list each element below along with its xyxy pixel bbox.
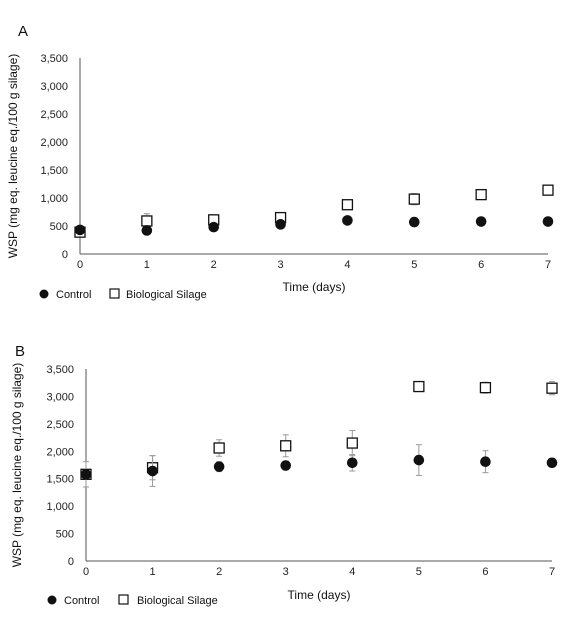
panel-a-control-point [74,224,86,236]
panel-b-x-tick-label: 1 [150,566,156,578]
panel-b-biological-silage-point [546,382,558,394]
panel-a-x-tick-label: 0 [77,259,83,271]
panel-b-biological-silage-point [280,440,292,452]
panel-a-y-tick-label: 3,000 [40,81,68,93]
panel-b-x-tick-label: 2 [216,566,222,578]
panel-b-x-tick-label: 5 [416,566,422,578]
panel-a-control-point [208,221,220,233]
panel-a-legend-control-marker [39,289,49,299]
panel-b-control-point [346,457,358,469]
panel-b-control-point [213,461,225,472]
panel-a-x-tick-label: 5 [411,259,417,271]
panel-a-y-tick-label: 3,500 [40,53,68,65]
panel-b-control-point [147,465,158,477]
panel-a-y-tick-label: 2,500 [40,109,68,121]
panel-a-control-point [408,216,420,228]
panel-a-x-tick-label: 7 [545,259,551,271]
panel-b-biological-silage-point [413,380,425,393]
panel-b-control-point [280,460,292,471]
panel-a-x-tick-label: 3 [278,259,284,271]
panel-a: A 0 500 1,000 1,500 2,000 2,500 3,000 3,500 0 1 2 3 4… [6,23,554,301]
panel-b-y-tick-label: 2,000 [46,446,74,458]
panel-b-y-tick-label: 2,500 [46,419,74,431]
panel-b-legend-control-marker [47,595,57,605]
panel-a-x-axis-title: Time (days) [283,280,346,294]
panel-a-y-tick-label: 500 [50,221,68,233]
panel-b-control-point [546,457,558,469]
panel-a-biological-silage-point [141,215,153,227]
panel-a-control-point [342,215,353,226]
panel-b-biological-silage-point [213,442,225,454]
panel-a-biological-silage-point [408,193,420,205]
panel-b-control-point [413,454,425,466]
panel-a-x-tick-label: 1 [144,259,150,271]
panel-a-x-tick-label: 4 [344,259,350,271]
panel-a-biological-silage-point [542,184,554,196]
panel-b-x-tick-label: 0 [83,566,89,578]
panel-b-x-tick-label: 3 [283,566,289,578]
panel-a-legend-biological-silage-label: Biological Silage [126,289,207,301]
panel-b: B 0 500 1,000 1,500 2,000 2,500 3,000 3,500 0 1 2 3 4… [10,343,558,607]
panel-b-y-axis-title: WSP (mg eq. leucine eq./100 g silage) [10,363,24,568]
panel-a-biological-silage-point [341,199,354,211]
panel-a-y-tick-label: 1,000 [40,193,68,205]
panel-a-y-tick-label: 2,000 [40,137,68,149]
panel-b-control-point [80,469,92,480]
panel-b-y-tick-label: 1,000 [46,501,74,513]
panel-a-legend-control-label: Control [56,289,91,301]
panel-b-label: B [15,343,25,360]
panel-b-x-tick-label: 6 [482,566,488,578]
panel-b-y-tick-label: 0 [68,556,74,568]
panel-b-biological-silage-point [479,382,492,394]
panel-b-legend-biological-silage-marker [118,594,129,605]
panel-a-control-point [542,216,554,227]
panel-a-y-axis-title: WSP (mg eq. leucine eq./100 g silage) [6,54,20,259]
panel-b-x-tick-label: 7 [549,566,555,578]
panel-b-x-tick-label: 4 [349,566,355,578]
panel-a-legend-biological-silage-marker [109,288,120,299]
panel-b-x-axis-title: Time (days) [288,588,351,602]
panel-b-biological-silage-point [346,437,358,449]
panel-a-label: A [18,23,28,40]
panel-a-x-tick-label: 6 [478,259,484,271]
panel-b-y-tick-label: 1,500 [46,474,74,486]
panel-a-control-point [475,216,487,227]
panel-a-biological-silage-point [475,188,487,201]
panel-b-y-tick-label: 3,500 [46,364,74,376]
panel-b-legend-control-label: Control [64,595,99,607]
panel-a-y-tick-label: 0 [62,249,68,261]
panel-a-control-point [275,219,286,230]
panel-b-control-point [480,456,491,468]
panel-a-y-tick-label: 1,500 [40,165,68,177]
panel-b-legend-biological-silage-label: Biological Silage [137,595,218,607]
panel-b-y-tick-label: 500 [56,529,74,541]
panel-a-control-point [141,225,153,236]
panel-b-y-tick-label: 3,000 [46,391,74,403]
panel-a-x-tick-label: 2 [211,259,217,271]
